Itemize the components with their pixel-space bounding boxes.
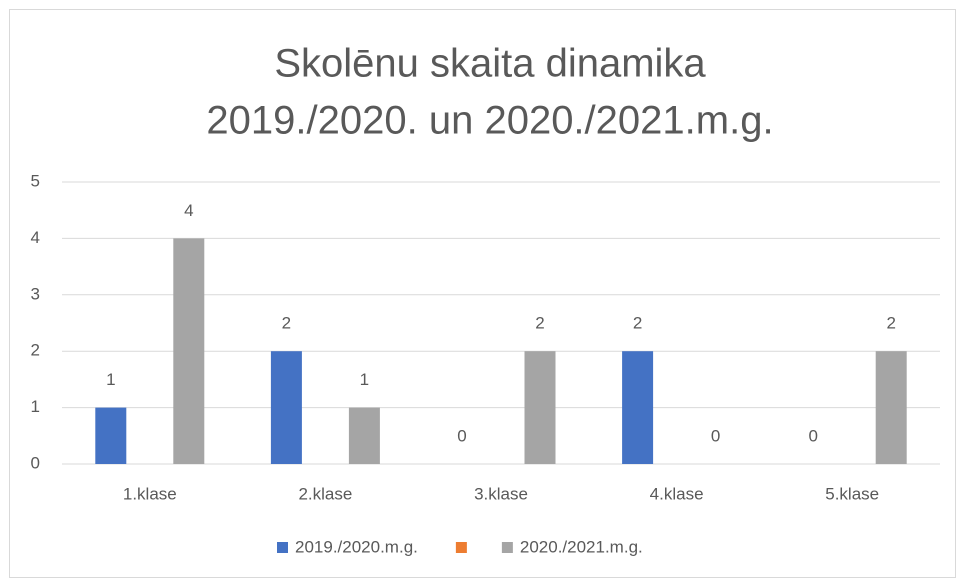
chart-title: Skolēnu skaita dinamika — [274, 42, 706, 86]
data-label: 0 — [711, 426, 720, 445]
bar — [622, 351, 654, 464]
legend-label: 2020./2021.m.g. — [520, 537, 643, 556]
legend-swatch — [455, 542, 467, 553]
bar — [524, 351, 556, 464]
x-tick-label: 2.klase — [298, 484, 352, 503]
data-label: 1 — [360, 370, 369, 389]
data-label: 2 — [633, 314, 642, 333]
chart-frame — [9, 9, 956, 578]
y-tick-label: 4 — [31, 228, 40, 247]
y-tick-label: 2 — [31, 341, 40, 360]
data-label: 2 — [886, 314, 895, 333]
data-label: 4 — [184, 201, 193, 220]
y-tick-label: 0 — [31, 453, 40, 472]
legend-swatch — [277, 542, 288, 553]
x-tick-label: 4.klase — [650, 484, 704, 503]
bar — [270, 351, 302, 464]
y-tick-label: 1 — [31, 397, 40, 416]
x-tick-label: 3.klase — [474, 484, 528, 503]
legend-label: 2019./2020.m.g. — [295, 537, 418, 556]
data-label: 0 — [808, 426, 817, 445]
x-tick-label: 5.klase — [825, 484, 879, 503]
data-label: 2 — [535, 314, 544, 333]
x-tick-label: 1.klase — [123, 484, 177, 503]
legend-swatch — [501, 542, 513, 553]
bar — [875, 351, 907, 464]
bar — [348, 407, 380, 464]
y-tick-label: 3 — [31, 284, 40, 303]
data-label: 0 — [457, 426, 466, 445]
data-label: 2 — [282, 314, 291, 333]
data-label: 1 — [106, 370, 115, 389]
bar — [95, 407, 127, 464]
chart-title: 2019./2020. un 2020./2021.m.g. — [206, 99, 773, 143]
y-tick-label: 5 — [31, 171, 40, 190]
bar — [173, 238, 205, 464]
